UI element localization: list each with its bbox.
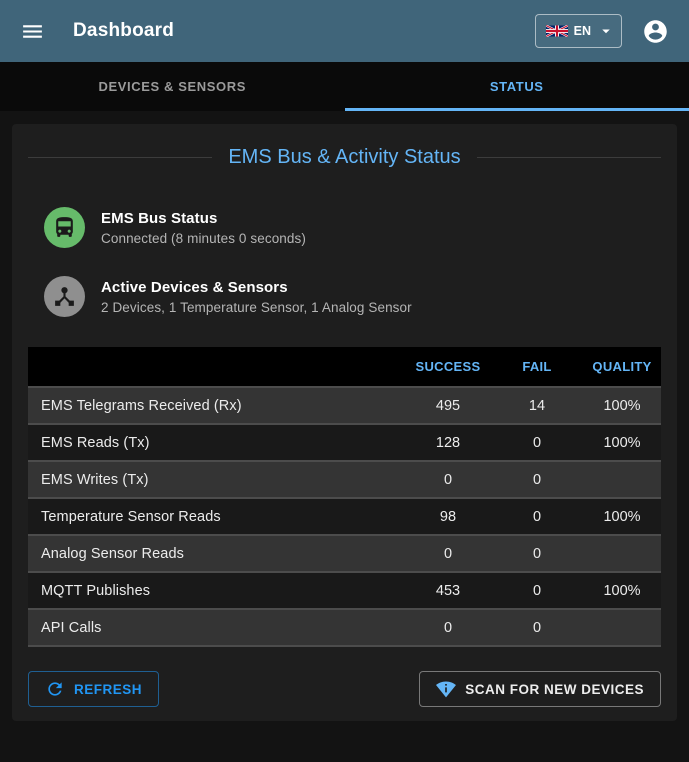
table-row: EMS Telegrams Received (Rx) 495 14 100%: [28, 387, 661, 424]
active-devices-subtitle: 2 Devices, 1 Temperature Sensor, 1 Analo…: [101, 299, 412, 315]
refresh-button[interactable]: REFRESH: [28, 671, 160, 707]
scan-devices-button[interactable]: SCAN FOR NEW DEVICES: [419, 671, 661, 707]
device-hub-icon: [55, 287, 74, 306]
row-fail: 0: [491, 609, 583, 646]
refresh-icon: [48, 682, 62, 696]
tab-devices-sensors[interactable]: DEVICES & SENSORS: [0, 62, 345, 111]
active-tab-indicator: [344, 108, 689, 111]
appbar: Dashboard EN: [0, 0, 689, 62]
row-fail: 0: [491, 461, 583, 498]
tab-bar: DEVICES & SENSORS STATUS: [0, 62, 689, 111]
language-selector[interactable]: EN: [534, 14, 622, 48]
row-quality: [583, 535, 661, 572]
row-fail: 14: [491, 387, 583, 424]
row-quality: 100%: [583, 424, 661, 461]
ems-bus-status-title: EMS Bus Status: [101, 209, 218, 227]
activity-table-head: SUCCESS FAIL QUALITY: [28, 347, 661, 387]
row-success: 98: [405, 498, 491, 535]
scan-wifi-icon: [436, 681, 457, 698]
header-fail: FAIL: [491, 347, 583, 387]
row-quality: [583, 609, 661, 646]
row-success: 453: [405, 572, 491, 609]
row-fail: 0: [491, 535, 583, 572]
header-row: SUCCESS FAIL QUALITY: [28, 347, 661, 387]
row-quality: [583, 461, 661, 498]
scan-devices-button-label: SCAN FOR NEW DEVICES: [465, 681, 644, 697]
row-success: 128: [405, 424, 491, 461]
device-hub-avatar: [44, 276, 85, 317]
footer-buttons: REFRESH SCAN FOR NEW DEVICES: [28, 671, 661, 707]
row-fail: 0: [491, 498, 583, 535]
row-quality: 100%: [583, 572, 661, 609]
table-row: EMS Reads (Tx) 128 0 100%: [28, 424, 661, 461]
account-circle-icon: [644, 19, 667, 43]
header-quality: QUALITY: [583, 347, 661, 387]
card-title-row: EMS Bus & Activity Status: [28, 146, 661, 169]
table-row: Temperature Sensor Reads 98 0 100%: [28, 498, 661, 535]
row-success: 0: [405, 461, 491, 498]
hamburger-icon: [23, 24, 42, 38]
table-body: EMS Telegrams Received (Rx) 495 14 100% …: [28, 387, 661, 646]
row-success: 0: [405, 609, 491, 646]
title-divider-right: [476, 157, 661, 158]
row-quality: 100%: [583, 387, 661, 424]
row-fail: 0: [491, 424, 583, 461]
page-title: Dashboard: [73, 20, 175, 41]
row-success: 0: [405, 535, 491, 572]
activity-table: SUCCESS FAIL QUALITY EMS Telegrams Recei…: [28, 347, 661, 647]
uk-flag-icon: [545, 25, 568, 37]
refresh-button-label: REFRESH: [74, 681, 143, 697]
row-name: Temperature Sensor Reads: [28, 498, 405, 535]
page-body: EMS Bus & Activity Status EMS Bus Status…: [0, 111, 689, 737]
ems-bus-status-item: EMS Bus Status Connected (8 minutes 0 se…: [44, 207, 661, 248]
menu-button[interactable]: [14, 13, 51, 50]
row-name: EMS Writes (Tx): [28, 461, 405, 498]
tab-status[interactable]: STATUS: [345, 62, 689, 111]
row-success: 495: [405, 387, 491, 424]
row-name: MQTT Publishes: [28, 572, 405, 609]
table-row: Analog Sensor Reads 0 0: [28, 535, 661, 572]
account-button[interactable]: [636, 12, 675, 51]
table-row: MQTT Publishes 453 0 100%: [28, 572, 661, 609]
header-success: SUCCESS: [405, 347, 491, 387]
ems-bus-status-subtitle: Connected (8 minutes 0 seconds): [101, 230, 306, 246]
header-blank: [28, 347, 405, 387]
ems-bus-status-text: EMS Bus Status Connected (8 minutes 0 se…: [101, 210, 306, 246]
language-label: EN: [573, 24, 591, 38]
active-devices-title: Active Devices & Sensors: [101, 278, 288, 296]
status-card: EMS Bus & Activity Status EMS Bus Status…: [12, 124, 677, 721]
row-name: API Calls: [28, 609, 405, 646]
row-quality: 100%: [583, 498, 661, 535]
row-name: Analog Sensor Reads: [28, 535, 405, 572]
row-fail: 0: [491, 572, 583, 609]
chevron-down-icon: [602, 29, 610, 34]
active-devices-text: Active Devices & Sensors 2 Devices, 1 Te…: [101, 279, 412, 315]
table-row: API Calls 0 0: [28, 609, 661, 646]
row-name: EMS Reads (Tx): [28, 424, 405, 461]
card-title: EMS Bus & Activity Status: [228, 146, 461, 168]
title-divider-left: [28, 157, 213, 158]
status-list: EMS Bus Status Connected (8 minutes 0 se…: [44, 207, 661, 317]
bus-avatar: [44, 207, 85, 248]
bus-icon: [56, 217, 73, 237]
row-name: EMS Telegrams Received (Rx): [28, 387, 405, 424]
active-devices-item: Active Devices & Sensors 2 Devices, 1 Te…: [44, 276, 661, 317]
table-row: EMS Writes (Tx) 0 0: [28, 461, 661, 498]
